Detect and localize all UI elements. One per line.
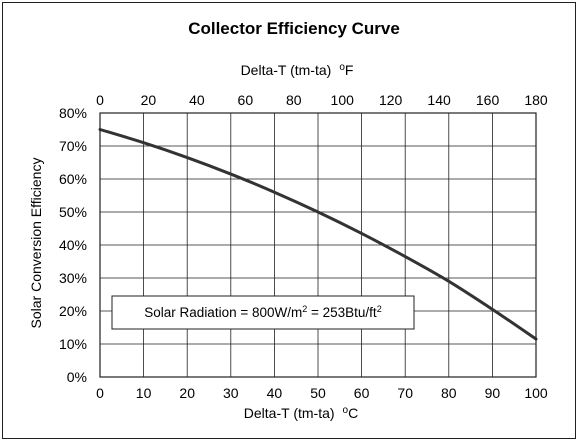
- x-tick-label: 30: [223, 385, 239, 401]
- x2-tick-label: 160: [476, 92, 500, 108]
- y-tick-labels: 0% 10% 20% 30% 40% 50% 60% 70% 80%: [59, 105, 87, 385]
- y-tick-label: 30%: [59, 270, 87, 286]
- x-tick-label: 60: [354, 385, 370, 401]
- x-tick-label: 40: [267, 385, 283, 401]
- x2-tick-label: 120: [379, 92, 403, 108]
- annotation-box: [111, 295, 415, 330]
- x2-tick-label: 60: [238, 92, 254, 108]
- x2-tick-labels: 0 20 40 60 80 100 120 140 160 180: [96, 92, 548, 108]
- y-tick-label: 10%: [59, 336, 87, 352]
- bottom-axis-label: Delta-T (tm-ta) oC: [244, 405, 358, 422]
- plot-area: [99, 112, 537, 378]
- y-tick-label: 80%: [59, 105, 87, 121]
- y-tick-label: 20%: [59, 303, 87, 319]
- x2-tick-label: 140: [427, 92, 451, 108]
- y-tick-label: 0%: [67, 369, 87, 385]
- x2-tick-label: 80: [286, 92, 302, 108]
- y-tick-label: 40%: [59, 237, 87, 253]
- x-tick-labels: 0 10 20 30 40 50 60 70 80 90 100: [96, 385, 548, 401]
- y-tick-label: 70%: [59, 138, 87, 154]
- x-tick-label: 70: [397, 385, 413, 401]
- grid-lines: [99, 112, 537, 378]
- y-tick-label: 50%: [59, 204, 87, 220]
- x2-tick-label: 20: [141, 92, 157, 108]
- top-axis-label: Delta-T (tm-ta) oF: [241, 62, 354, 79]
- efficiency-curve: [98, 128, 538, 341]
- x-tick-label: 50: [310, 385, 326, 401]
- y-axis-label: Solar Conversion Efficiency: [28, 158, 44, 329]
- chart-frame: [2, 2, 576, 439]
- y-tick-label: 60%: [59, 171, 87, 187]
- x-tick-label: 100: [524, 385, 548, 401]
- x-tick-label: 80: [441, 385, 457, 401]
- x2-tick-label: 100: [331, 92, 355, 108]
- chart-title: Collector Efficiency Curve: [188, 19, 400, 38]
- x-tick-label: 0: [96, 385, 104, 401]
- x-tick-label: 20: [179, 385, 195, 401]
- x-tick-label: 90: [485, 385, 501, 401]
- annotation-text: Solar Radiation = 800W/m2 = 253Btu/ft2: [144, 304, 381, 320]
- x2-tick-label: 0: [96, 92, 104, 108]
- x2-tick-label: 40: [189, 92, 205, 108]
- x-tick-label: 10: [136, 385, 152, 401]
- x2-tick-label: 180: [524, 92, 548, 108]
